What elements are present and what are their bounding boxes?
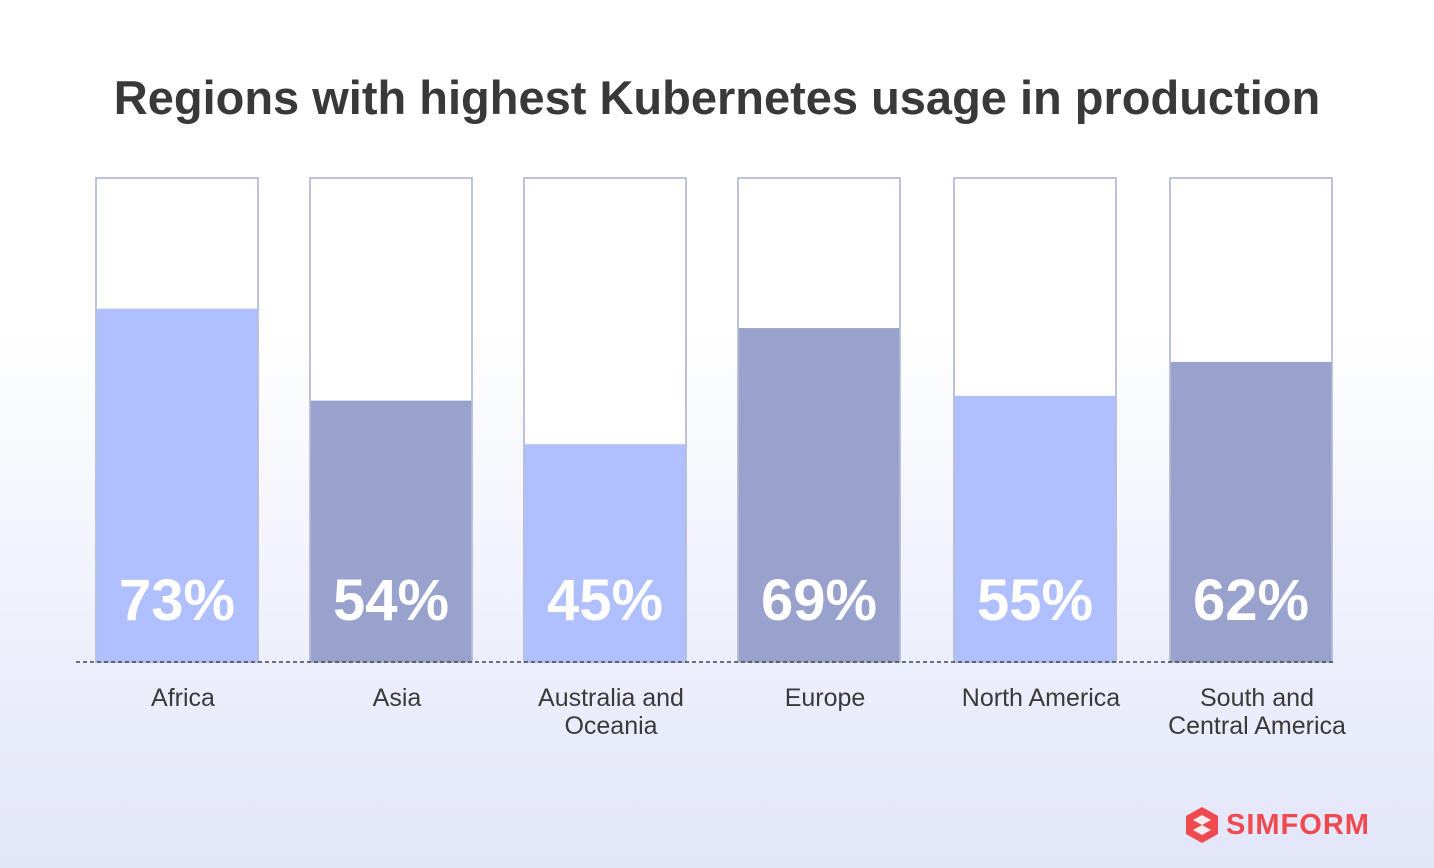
- bar-4: [954, 395, 1116, 662]
- bar-value-label-1: 54%: [333, 568, 449, 633]
- bar-value-label-0: 73%: [119, 568, 235, 633]
- bar-2: [524, 444, 686, 662]
- bar-value-label-5: 62%: [1193, 568, 1309, 633]
- bar-value-label-4: 55%: [977, 568, 1093, 633]
- bar-1: [310, 400, 472, 662]
- category-label-5: South and Central America: [1168, 684, 1346, 740]
- simform-logo-icon: [1186, 807, 1218, 843]
- brand-name: SIMFORM: [1226, 808, 1370, 841]
- category-label-3: Europe: [785, 684, 866, 712]
- category-label-0: Africa: [151, 684, 215, 712]
- simform-logo: SIMFORM: [1182, 804, 1370, 846]
- category-label-4: North America: [962, 684, 1120, 712]
- bar-value-label-2: 45%: [547, 568, 663, 633]
- category-label-1: Asia: [373, 684, 422, 712]
- category-label-2: Australia and Oceania: [538, 684, 684, 740]
- bar-5: [1170, 361, 1332, 662]
- chart-title: Regions with highest Kubernetes usage in…: [113, 71, 1321, 124]
- bar-3: [738, 328, 900, 662]
- bar-value-label-3: 69%: [761, 568, 877, 633]
- bar-0: [96, 308, 258, 662]
